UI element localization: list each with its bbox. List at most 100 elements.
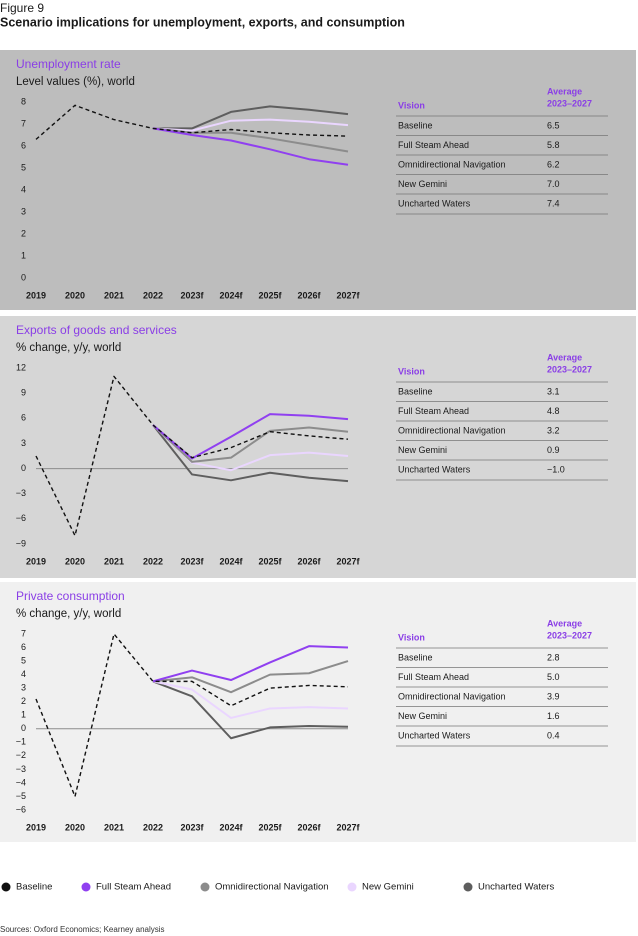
x-tick-label: 2025f (258, 290, 282, 300)
x-tick-label: 2024f (219, 290, 243, 300)
x-tick-label: 2026f (297, 290, 321, 300)
legend-swatch (81, 882, 91, 892)
x-tick-label: 2026f (297, 556, 321, 566)
series-line (152, 424, 349, 483)
x-tick-label: 2025f (258, 822, 282, 832)
y-tick-label: −3 (16, 488, 26, 498)
y-tick-label: −2 (16, 750, 26, 760)
x-tick-label: 2023f (180, 556, 204, 566)
chart-title: Private consumption (16, 589, 125, 603)
table-header: Average (547, 352, 582, 362)
table-cell: Baseline (398, 386, 433, 396)
table-cell: −1.0 (547, 464, 565, 474)
y-tick-label: 8 (21, 96, 26, 106)
table-cell: Omnidirectional Navigation (398, 425, 506, 435)
table-header: 2023–2027 (547, 98, 592, 108)
y-tick-label: 0 (21, 463, 26, 473)
table-header: 2023–2027 (547, 630, 592, 640)
source: Sources: Oxford Economics; Kearney analy… (0, 925, 165, 934)
series-line (152, 118, 349, 132)
y-tick-label: 1 (21, 250, 26, 260)
table-header: Average (547, 618, 582, 628)
y-tick-label: −5 (16, 791, 26, 801)
legend-swatch (463, 882, 473, 892)
legend-swatch (347, 882, 357, 892)
table-header: Vision (398, 632, 425, 642)
y-tick-label: 12 (16, 362, 26, 372)
x-tick-label: 2027f (336, 556, 360, 566)
series-line (35, 633, 349, 798)
series-line (152, 127, 349, 166)
table-cell: Full Steam Ahead (398, 672, 469, 682)
series-line (153, 105, 349, 130)
y-tick-label: 9 (21, 388, 26, 398)
legend-swatch (1, 882, 11, 892)
table-cell: Omnidirectional Navigation (398, 159, 506, 169)
panel (0, 582, 636, 842)
chart-subtitle: Level values (%), world (16, 76, 135, 88)
x-tick-label: 2027f (336, 290, 360, 300)
x-tick-label: 2021 (104, 822, 124, 832)
chart-title: Exports of goods and services (16, 323, 177, 337)
table-header: Average (547, 86, 582, 96)
table-cell: 4.8 (547, 406, 560, 416)
table-cell: Uncharted Waters (398, 730, 471, 740)
table-cell: Uncharted Waters (398, 198, 471, 208)
legend-swatch (200, 882, 210, 892)
y-tick-label: −3 (16, 764, 26, 774)
x-tick-label: 2026f (297, 822, 321, 832)
x-tick-label: 2022 (143, 822, 163, 832)
x-tick-label: 2022 (143, 290, 163, 300)
table-cell: 0.4 (547, 730, 560, 740)
table-cell: 6.2 (547, 159, 560, 169)
table-cell: 6.5 (547, 120, 560, 130)
x-tick-label: 2025f (258, 556, 282, 566)
series-line (152, 127, 349, 153)
table-cell: 0.9 (547, 445, 560, 455)
series-line (35, 104, 349, 140)
series-line (152, 680, 349, 719)
x-tick-label: 2027f (336, 822, 360, 832)
y-tick-label: 5 (21, 162, 26, 172)
x-tick-label: 2019 (26, 556, 46, 566)
y-tick-label: 3 (21, 206, 26, 216)
table-cell: 5.8 (547, 140, 560, 150)
y-tick-label: 0 (21, 723, 26, 733)
table-header: Vision (398, 100, 425, 110)
series-line (152, 424, 349, 463)
y-tick-label: −9 (16, 538, 26, 548)
y-tick-label: −6 (16, 804, 26, 814)
table-cell: 3.2 (547, 425, 560, 435)
legend-label: Uncharted Waters (478, 882, 554, 893)
y-tick-label: 3 (21, 438, 26, 448)
table-cell: 2.8 (547, 652, 560, 662)
y-tick-label: 7 (21, 118, 26, 128)
chart-title: Unemployment rate (16, 57, 121, 71)
y-tick-label: 6 (21, 642, 26, 652)
series-line (152, 645, 349, 683)
y-tick-label: 5 (21, 655, 26, 665)
table-cell: 7.4 (547, 198, 560, 208)
table-header: Vision (398, 366, 425, 376)
x-tick-label: 2020 (65, 290, 85, 300)
y-tick-label: 2 (21, 228, 26, 238)
series-line (152, 680, 349, 740)
table-cell: 5.0 (547, 672, 560, 682)
series-line (152, 660, 349, 694)
table-cell: Full Steam Ahead (398, 140, 469, 150)
table-cell: 7.0 (547, 179, 560, 189)
y-tick-label: −6 (16, 513, 26, 523)
y-tick-label: −4 (16, 777, 26, 787)
table-cell: Omnidirectional Navigation (398, 691, 506, 701)
y-tick-label: −1 (16, 737, 26, 747)
table-cell: 3.1 (547, 386, 560, 396)
x-tick-label: 2022 (143, 556, 163, 566)
y-tick-label: 4 (21, 669, 26, 679)
table-cell: 1.6 (547, 711, 560, 721)
x-tick-label: 2020 (65, 556, 85, 566)
legend-label: Omnidirectional Navigation (215, 882, 329, 893)
table-cell: New Gemini (398, 179, 447, 189)
y-tick-label: 2 (21, 696, 26, 706)
x-tick-label: 2023f (180, 822, 204, 832)
figure-title: Scenario implications for unemployment, … (0, 15, 405, 29)
